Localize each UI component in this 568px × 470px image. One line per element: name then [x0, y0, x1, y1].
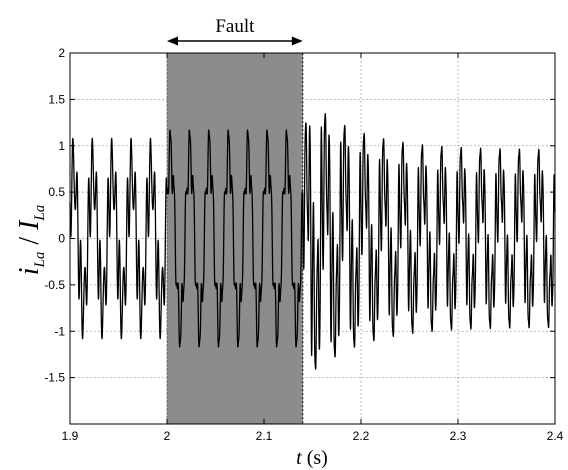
y-axis-label-den-sub: La: [32, 205, 48, 222]
series-line: [69, 113, 556, 370]
fault-arrowhead-left: [167, 36, 178, 46]
y-tick-label: 2: [58, 46, 65, 60]
x-tick-label: 2.4: [547, 429, 564, 443]
y-axis-label-num: i: [14, 268, 45, 276]
x-tick-label: 2.2: [353, 429, 370, 443]
y-tick-label: 1.5: [48, 92, 65, 106]
y-tick-label: 1: [58, 139, 65, 153]
y-tick-label: -1.5: [44, 371, 65, 385]
ticks: 1.9 2 2.1 2.2 2.3 2.4 -1.5 -1 -0.5 0 0.5 1 1.5 2: [44, 46, 563, 443]
y-tick-label: -1: [54, 324, 65, 338]
y-tick-label: 0: [58, 232, 65, 246]
y-axis-label-num-sub: La: [32, 252, 48, 269]
x-axis-label-unit: (s): [302, 447, 328, 469]
y-tick-label: 0.5: [48, 185, 65, 199]
x-tick-label: 1.9: [62, 429, 79, 443]
x-tick-label: 2.3: [450, 429, 467, 443]
fault-label: Fault: [215, 16, 255, 37]
x-axis-label-symbol: t: [296, 447, 302, 469]
y-axis-label-den: I: [14, 219, 45, 231]
fault-arrowhead-right: [291, 36, 303, 46]
x-axis-label: t (s): [296, 447, 328, 469]
y-axis-label-slash: /: [14, 230, 45, 252]
x-tick-label: 2: [164, 429, 171, 443]
fault-annotation: Fault: [167, 16, 303, 46]
y-axis-label: iLa / ILa: [14, 205, 48, 276]
y-tick-label: -0.5: [44, 278, 65, 292]
x-tick-label: 2.1: [256, 429, 273, 443]
